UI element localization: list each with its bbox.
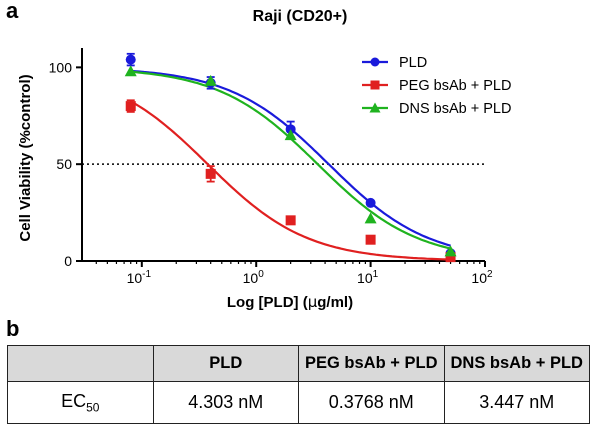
table-header-row: PLD PEG bsAb + PLD DNS bsAb + PLD xyxy=(7,345,590,382)
x-tick-label: 102 xyxy=(471,269,493,286)
data-point xyxy=(365,234,376,245)
dose-response-chart: Raji (CD20+) Cell Viability (%control) L… xyxy=(17,8,511,311)
data-point xyxy=(204,74,217,86)
panel-a-label: a xyxy=(6,0,19,23)
table-cell: 4.303 nM xyxy=(152,381,299,424)
legend-marker xyxy=(370,57,380,67)
table-header-cell: DNS bsAb + PLD xyxy=(443,345,590,382)
table-row: EC50 4.303 nM 0.3768 nM 3.447 nM xyxy=(7,381,590,424)
data-point xyxy=(125,54,136,65)
data-point xyxy=(444,245,457,257)
panel-b-label: b xyxy=(6,316,20,341)
ec50-table: PLD PEG bsAb + PLD DNS bsAb + PLD EC50 4… xyxy=(7,345,590,424)
legend-label: PLD xyxy=(399,55,427,71)
x-axis-label: Log [PLD] (μg/ml) xyxy=(227,293,353,311)
legend-marker xyxy=(370,80,380,90)
ec50-row-label: EC50 xyxy=(7,381,154,424)
legend-label: PEG bsAb + PLD xyxy=(399,78,511,94)
data-point xyxy=(205,168,216,179)
fit-curve xyxy=(130,100,451,261)
y-tick-label: 0 xyxy=(64,253,72,269)
y-tick-label: 50 xyxy=(56,156,72,172)
table-header-cell: PEG bsAb + PLD xyxy=(298,345,445,382)
data-point xyxy=(124,65,137,77)
x-tick-label: 100 xyxy=(243,269,265,286)
legend-label: DNS bsAb + PLD xyxy=(399,101,511,117)
data-point xyxy=(284,129,297,141)
table-cell: 0.3768 nM xyxy=(298,381,445,424)
x-tick-label: 10-1 xyxy=(127,269,152,286)
data-point xyxy=(445,252,456,263)
table-header-cell: PLD xyxy=(152,345,299,382)
chart-title: Raji (CD20+) xyxy=(253,8,348,25)
y-axis-label: Cell Viability (%control) xyxy=(17,74,34,241)
table-header-cell xyxy=(7,345,154,382)
legend-marker xyxy=(369,102,381,113)
data-point xyxy=(125,101,136,112)
x-tick-label: 101 xyxy=(357,269,379,286)
data-point xyxy=(364,212,377,224)
table-cell: 3.447 nM xyxy=(443,381,590,424)
data-point xyxy=(285,215,296,226)
data-point xyxy=(365,197,376,208)
y-tick-label: 100 xyxy=(49,59,73,75)
